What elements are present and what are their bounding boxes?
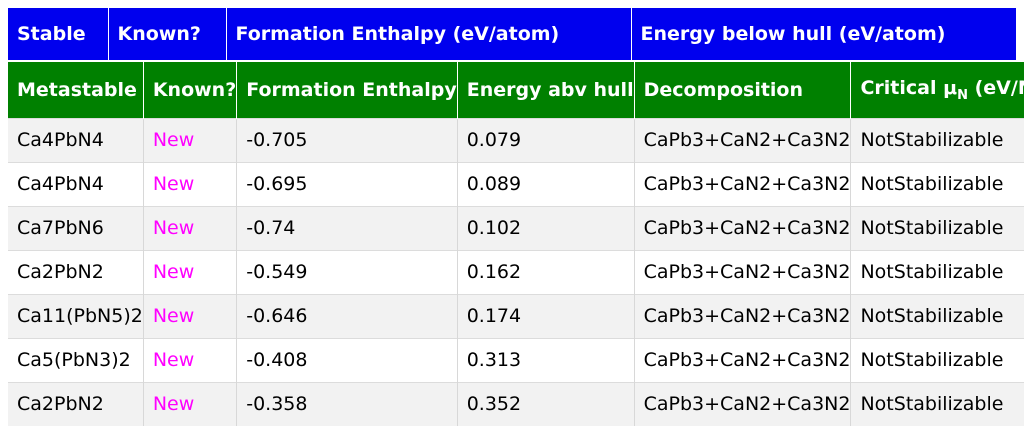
formation-enthalpy-column-header: Formation Enthalpy (eV/atom): [226, 8, 632, 60]
table-row: Ca2PbN2 New -0.549 0.162 CaPb3+CaN2+Ca3N…: [8, 249, 1024, 294]
formation-enthalpy-cell: -0.695: [236, 161, 458, 206]
stable-header-row: Stable Known? Formation Enthalpy (eV/ato…: [8, 8, 1016, 60]
metastable-table: Metastable Known? Formation Enthalpy Ene…: [8, 62, 1024, 426]
table-row: Ca7PbN6 New -0.74 0.102 CaPb3+CaN2+Ca3N2…: [8, 205, 1024, 250]
critical-mu-cell: NotStabilizable: [850, 161, 1024, 206]
decomposition-cell: CaPb3+CaN2+Ca3N2: [634, 117, 852, 162]
energy-abv-hull-cell: 0.162: [457, 249, 635, 294]
critical-mu-cell: NotStabilizable: [850, 249, 1024, 294]
decomposition-cell: CaPb3+CaN2+Ca3N2: [634, 381, 852, 426]
metastable-header-row: Metastable Known? Formation Enthalpy Ene…: [8, 62, 1024, 118]
compound-cell: Ca4PbN4: [8, 117, 144, 162]
compound-cell: Ca7PbN6: [8, 205, 144, 250]
critical-mu-subscript: N: [957, 87, 968, 103]
critical-mu-unit: (eV/N): [974, 76, 1024, 99]
known-cell: New: [143, 117, 238, 162]
formation-enthalpy-column-header: Formation Enthalpy: [236, 62, 458, 118]
table-row: Ca4PbN4 New -0.705 0.079 CaPb3+CaN2+Ca3N…: [8, 117, 1024, 162]
energy-abv-hull-cell: 0.174: [457, 293, 635, 338]
compound-cell: Ca4PbN4: [8, 161, 144, 206]
energy-abv-hull-cell: 0.079: [457, 117, 635, 162]
table-row: Ca5(PbN3)2 New -0.408 0.313 CaPb3+CaN2+C…: [8, 337, 1024, 382]
energy-abv-hull-cell: 0.102: [457, 205, 635, 250]
energy-abv-hull-cell: 0.352: [457, 381, 635, 426]
decomposition-cell: CaPb3+CaN2+Ca3N2: [634, 337, 852, 382]
decomposition-column-header: Decomposition: [634, 62, 852, 118]
known-column-header: Known?: [108, 8, 227, 60]
critical-mu-cell: NotStabilizable: [850, 337, 1024, 382]
energy-below-hull-column-header: Energy below hull (eV/atom): [631, 8, 1016, 60]
compound-cell: Ca2PbN2: [8, 381, 144, 426]
metastable-column-header: Metastable: [8, 62, 144, 118]
formation-enthalpy-cell: -0.705: [236, 117, 458, 162]
table-row: Ca4PbN4 New -0.695 0.089 CaPb3+CaN2+Ca3N…: [8, 161, 1024, 206]
energy-abv-hull-column-header: Energy abv hull: [457, 62, 635, 118]
known-cell: New: [143, 205, 238, 250]
stable-column-header: Stable: [8, 8, 109, 60]
formation-enthalpy-cell: -0.408: [236, 337, 458, 382]
critical-mu-label: Critical μ: [860, 76, 958, 99]
table-row: Ca2PbN2 New -0.358 0.352 CaPb3+CaN2+Ca3N…: [8, 381, 1024, 426]
known-cell: New: [143, 293, 238, 338]
energy-abv-hull-cell: 0.313: [457, 337, 635, 382]
formation-enthalpy-cell: -0.646: [236, 293, 458, 338]
known-cell: New: [143, 337, 238, 382]
critical-mu-cell: NotStabilizable: [850, 293, 1024, 338]
decomposition-cell: CaPb3+CaN2+Ca3N2: [634, 205, 852, 250]
compound-cell: Ca2PbN2: [8, 249, 144, 294]
decomposition-cell: CaPb3+CaN2+Ca3N2: [634, 161, 852, 206]
known-cell: New: [143, 249, 238, 294]
known-column-header: Known?: [143, 62, 238, 118]
formation-enthalpy-cell: -0.74: [236, 205, 458, 250]
critical-mu-cell: NotStabilizable: [850, 205, 1024, 250]
critical-mu-cell: NotStabilizable: [850, 117, 1024, 162]
compound-cell: Ca5(PbN3)2: [8, 337, 144, 382]
decomposition-cell: CaPb3+CaN2+Ca3N2: [634, 249, 852, 294]
formation-enthalpy-cell: -0.358: [236, 381, 458, 426]
decomposition-cell: CaPb3+CaN2+Ca3N2: [634, 293, 852, 338]
critical-mu-column-header: Critical μN (eV/N): [850, 62, 1024, 118]
stable-header-table: Stable Known? Formation Enthalpy (eV/ato…: [8, 8, 1016, 60]
compound-cell: Ca11(PbN5)2: [8, 293, 144, 338]
known-cell: New: [143, 381, 238, 426]
energy-abv-hull-cell: 0.089: [457, 161, 635, 206]
known-cell: New: [143, 161, 238, 206]
formation-enthalpy-cell: -0.549: [236, 249, 458, 294]
table-row: Ca11(PbN5)2 New -0.646 0.174 CaPb3+CaN2+…: [8, 293, 1024, 338]
critical-mu-cell: NotStabilizable: [850, 381, 1024, 426]
